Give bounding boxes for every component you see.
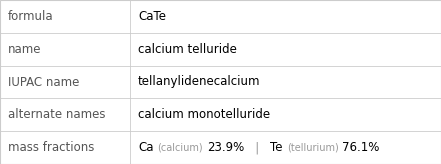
Text: IUPAC name: IUPAC name <box>8 75 79 89</box>
Text: Ca: Ca <box>138 141 153 154</box>
Text: |: | <box>244 141 270 154</box>
Text: tellanylidenecalcium: tellanylidenecalcium <box>138 75 261 89</box>
Text: Te: Te <box>270 141 283 154</box>
Text: formula: formula <box>8 10 54 23</box>
Text: 23.9%: 23.9% <box>207 141 244 154</box>
Text: alternate names: alternate names <box>8 108 105 121</box>
Text: name: name <box>8 43 41 56</box>
Text: 76.1%: 76.1% <box>342 141 380 154</box>
Text: calcium telluride: calcium telluride <box>138 43 237 56</box>
Text: (calcium): (calcium) <box>157 143 203 153</box>
Text: CaTe: CaTe <box>138 10 166 23</box>
Text: calcium monotelluride: calcium monotelluride <box>138 108 270 121</box>
Text: mass fractions: mass fractions <box>8 141 94 154</box>
Text: (tellurium): (tellurium) <box>287 143 339 153</box>
